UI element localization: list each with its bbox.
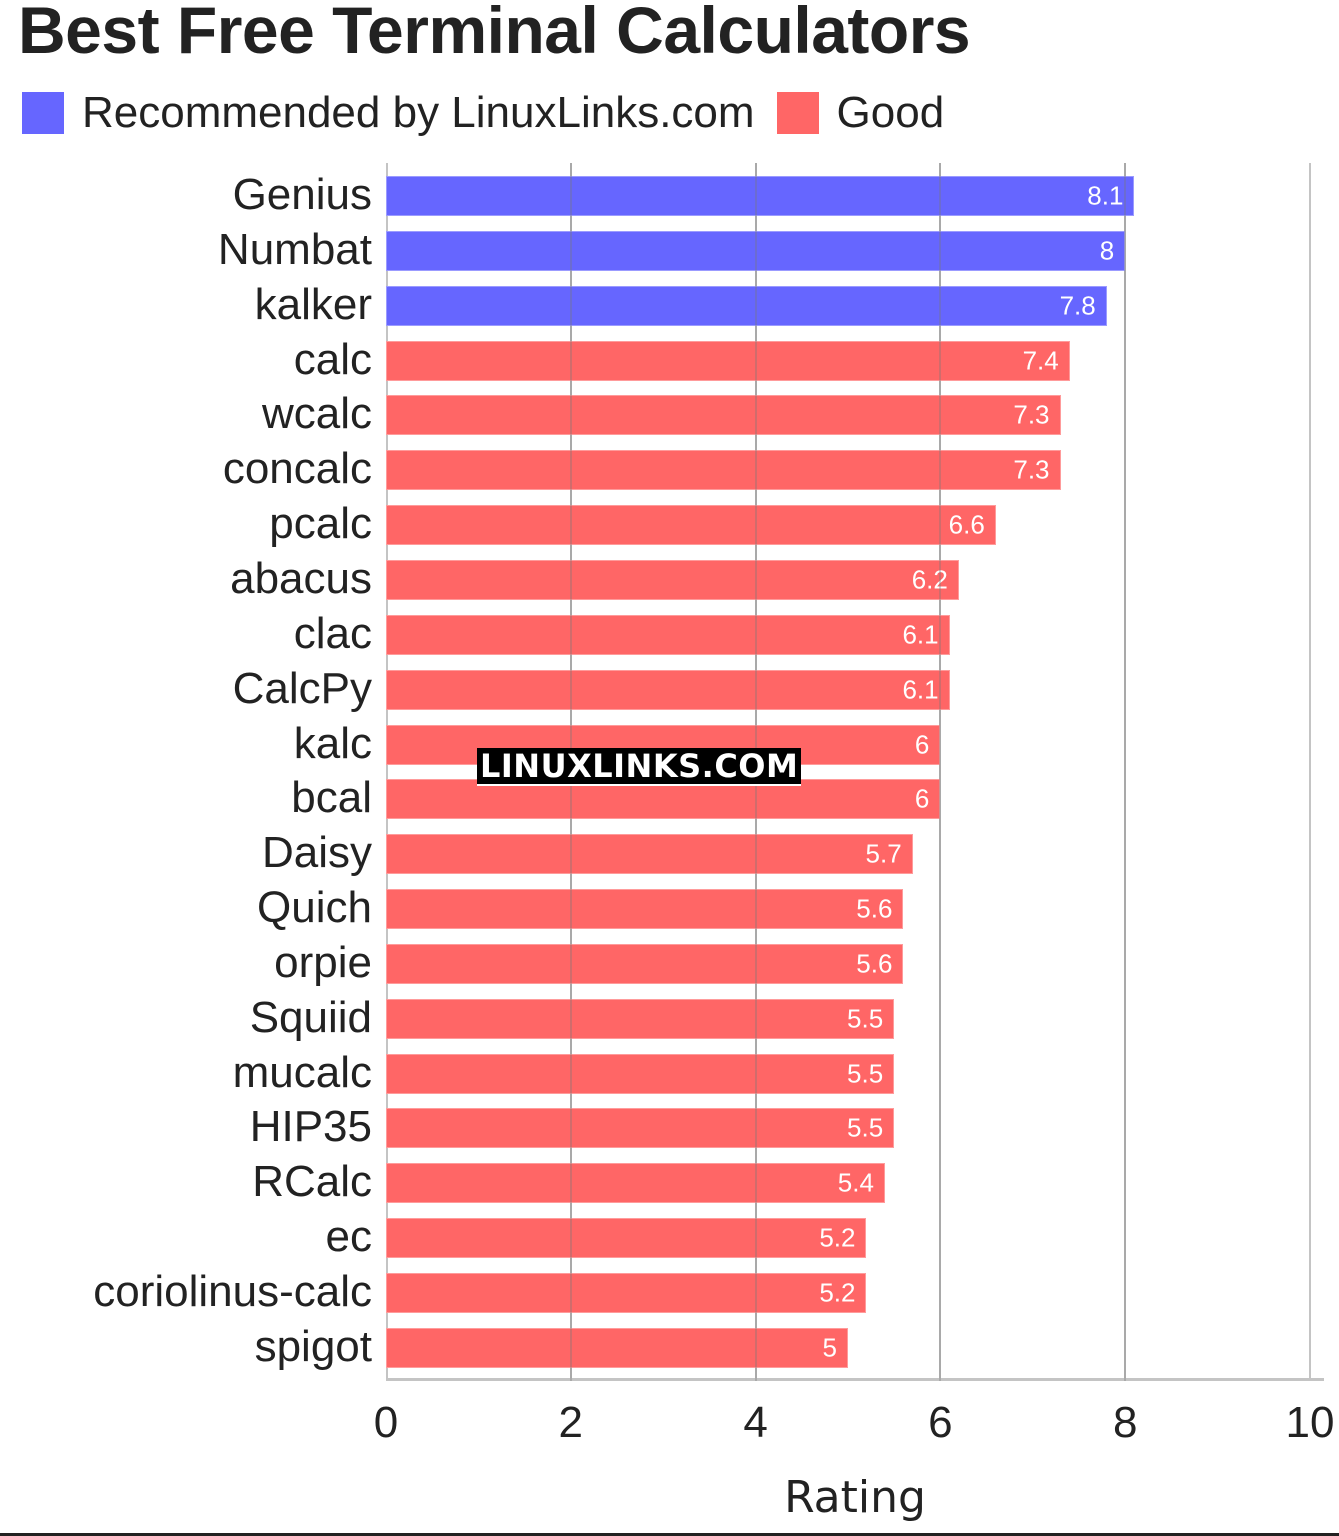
x-tick-label: 4	[743, 1398, 768, 1447]
bar-value-label: 5.6	[856, 893, 893, 924]
legend-item-good: Good	[776, 88, 945, 138]
category-label: spigot	[254, 1321, 372, 1371]
category-label: Genius	[232, 170, 372, 219]
bar-value-label: 6.1	[902, 619, 939, 650]
category-label: Numbat	[217, 224, 372, 274]
bar-value-label: 7.8	[1059, 290, 1096, 321]
gridline	[939, 163, 942, 1381]
bar: 5.6	[386, 943, 904, 984]
category-label: RCalc	[252, 1157, 372, 1207]
bar-value-label: 6	[914, 783, 930, 814]
gridline	[1309, 163, 1311, 1381]
bar: 5.7	[386, 834, 913, 875]
bar: 5.2	[386, 1218, 867, 1259]
legend-label-recommended: Recommended by LinuxLinks.com	[82, 88, 755, 137]
bar-value-label: 7.3	[1013, 399, 1050, 430]
gridline-overlay	[1124, 163, 1127, 1381]
category-label: coriolinus-calc	[93, 1267, 372, 1316]
bar: 8.1	[386, 176, 1135, 216]
bar: 7.3	[386, 395, 1061, 436]
bar-value-label: 5.4	[837, 1167, 874, 1198]
x-tick-label: 6	[928, 1398, 953, 1447]
category-label: kalker	[254, 279, 372, 329]
x-tick-label: 10	[1285, 1398, 1335, 1447]
watermark: LINUXLINKS.COM	[477, 748, 802, 786]
bar: 6.6	[386, 505, 996, 546]
category-label: clac	[293, 608, 372, 658]
legend-label-good: Good	[836, 88, 945, 137]
legend-swatch-good	[776, 92, 819, 134]
category-label: HIP35	[249, 1102, 372, 1152]
category-label: ec	[325, 1212, 372, 1262]
bar-value-label: 5.6	[856, 948, 893, 979]
bar-value-label: 8.1	[1087, 180, 1124, 211]
bar-value-label: 6.6	[948, 509, 985, 540]
bottom-border	[0, 1533, 1339, 1536]
category-label: Daisy	[261, 828, 372, 878]
bar-value-label: 6	[914, 729, 930, 759]
bar: 7.3	[386, 450, 1061, 491]
legend-item-recommended: Recommended by LinuxLinks.com	[22, 88, 755, 138]
bar: 5.5	[386, 998, 895, 1039]
y-axis-line	[386, 163, 388, 1381]
bar-value-label: 5.5	[847, 1112, 884, 1143]
bar-value-label: 5.5	[847, 1003, 884, 1034]
gridline	[1124, 163, 1127, 1381]
category-label: Quich	[257, 883, 372, 933]
category-label: calc	[293, 334, 372, 384]
legend-swatch-recommended	[22, 92, 64, 134]
bar: 7.8	[386, 285, 1107, 326]
bar: 6.2	[386, 559, 959, 600]
gridline-overlay	[939, 163, 942, 1381]
bar: 8	[386, 230, 1126, 271]
legend: Recommended by LinuxLinks.com Good	[22, 88, 966, 138]
bar: 5.4	[386, 1163, 885, 1204]
bar: 5	[386, 1327, 848, 1368]
category-label: Squiid	[249, 992, 372, 1042]
category-label: orpie	[274, 937, 372, 987]
x-tick-label: 0	[373, 1398, 399, 1447]
category-label: wcalc	[261, 389, 372, 439]
bar-value-label: 8	[1099, 235, 1115, 266]
bar-value-label: 6.2	[911, 564, 948, 595]
category-label: pcalc	[269, 499, 372, 549]
bar: 5.6	[386, 889, 904, 930]
bar-value-label: 7.4	[1022, 345, 1059, 376]
category-label: mucalc	[232, 1047, 372, 1097]
plot-area: 8.1 8 7.8 7.4 7.3 7.3 6.6 6.2 6.1 6.1 6 6 5.7 5.6 5.6 5…	[386, 163, 1324, 1381]
bar-value-label: 5.7	[865, 838, 902, 869]
category-label: CalcPy	[232, 663, 372, 713]
bar-value-label: 6.1	[902, 674, 939, 705]
bar: 6.1	[386, 669, 950, 710]
x-tick-label: 2	[558, 1398, 584, 1447]
bar-value-label: 7.3	[1013, 454, 1050, 485]
category-label: concalc	[222, 444, 372, 494]
bar-value-label: 5	[822, 1332, 837, 1363]
category-label: abacus	[230, 553, 372, 603]
bar: 5.5	[386, 1108, 895, 1149]
x-axis-line	[386, 1378, 1324, 1381]
bar-value-label: 5.2	[819, 1277, 856, 1308]
x-tick-label: 8	[1112, 1398, 1138, 1447]
bar-value-label: 5.5	[847, 1058, 884, 1089]
chart-title: Best Free Terminal Calculators	[18, 0, 971, 67]
bar: 5.5	[386, 1053, 895, 1094]
bar: 5.2	[386, 1273, 867, 1313]
category-label: bcal	[291, 773, 372, 823]
bar-value-label: 5.2	[819, 1222, 856, 1253]
x-axis-label: Rating	[784, 1472, 926, 1523]
bar: 7.4	[386, 340, 1070, 381]
bar: 6.1	[386, 614, 950, 655]
category-label: kalc	[293, 718, 372, 768]
